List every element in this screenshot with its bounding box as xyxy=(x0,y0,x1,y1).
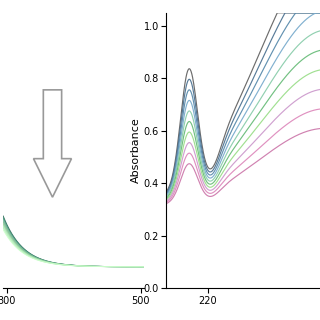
Polygon shape xyxy=(34,90,71,197)
Y-axis label: Absorbance: Absorbance xyxy=(131,117,140,183)
